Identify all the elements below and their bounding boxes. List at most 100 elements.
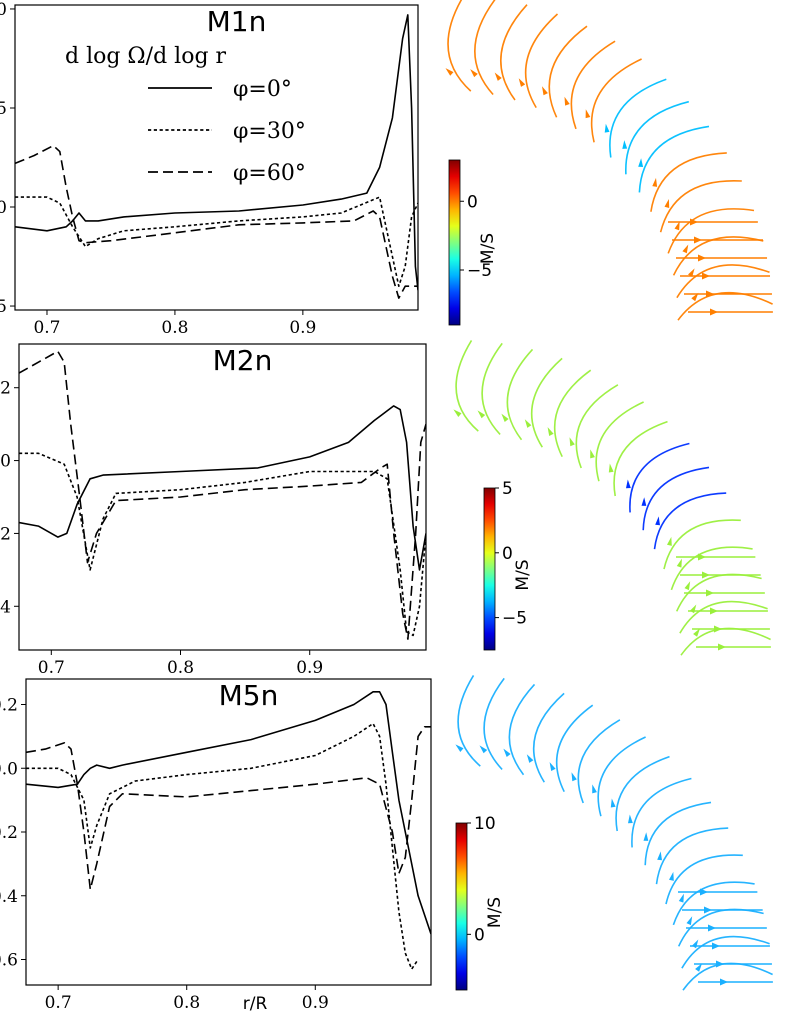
colorbar-label: M/S [485, 897, 505, 928]
x-tick-label: 0.8 [173, 993, 200, 1012]
line-panels: 0.7 0.8 0.9 −0.5 0.0 0.5 1.0 M1n d log Ω/d log r… [0, 0, 432, 1012]
streamline [553, 369, 592, 458]
y-tick-label: 0.0 [0, 452, 11, 472]
streamline-arrow [716, 960, 724, 968]
streamline-arrow [445, 68, 454, 76]
streamline [655, 827, 729, 885]
streamline-arrow [564, 96, 570, 106]
legend-label: φ=0° [233, 77, 292, 102]
streamline [677, 908, 764, 947]
series-line-phi-0 [19, 405, 426, 571]
streamline [672, 236, 764, 276]
series-group [26, 691, 431, 970]
streamline-arrow [470, 69, 478, 78]
streamline [676, 264, 770, 299]
streamline [532, 692, 565, 783]
colorbar-gradient [448, 159, 461, 326]
streamline [508, 683, 536, 776]
panel-title: M5n [219, 679, 279, 712]
streamline [653, 492, 727, 550]
series-group [15, 14, 418, 299]
series-group [19, 350, 426, 640]
streamline-arrow [690, 218, 698, 226]
streamline-arrow [710, 308, 718, 316]
colorbar-gradient [483, 487, 496, 651]
chart-panel-3: 0.7 0.8 0.9 −0.6 −0.4 −0.2 0.0 0.2 M5n r/R [0, 678, 432, 1012]
y-tick-label: 0.2 [0, 696, 18, 716]
streamline-arrow [549, 762, 556, 771]
streamline-arrow [678, 893, 684, 903]
streamline-arrow [657, 851, 662, 861]
streamplot-1 [445, 0, 773, 321]
streamline-arrow [518, 78, 526, 87]
streamline-arrow [641, 497, 647, 506]
streamline-arrow [655, 516, 660, 526]
streamline-arrow [691, 292, 699, 302]
legend: d log Ω/d log rφ=0° φ=30° φ=60° [65, 44, 306, 186]
streamline [457, 674, 481, 767]
x-tick-label: 0.9 [289, 318, 316, 338]
streamline [455, 339, 479, 432]
streamline [474, 0, 496, 96]
streamline-arrow [547, 427, 554, 436]
series-line-phi-0 [26, 691, 431, 935]
streamline [483, 677, 505, 770]
streamline-arrow [453, 409, 462, 417]
streamline-arrow [674, 221, 680, 231]
colorbar-gradient [455, 822, 468, 991]
x-tick-label: 0.7 [33, 318, 60, 338]
streamline [609, 78, 667, 158]
streamline-arrow [524, 419, 532, 428]
streamline [677, 291, 773, 321]
streamline-arrow [688, 268, 695, 277]
streamline [570, 40, 616, 130]
streamline-arrow [622, 140, 628, 149]
y-tick-label: 1.0 [0, 0, 7, 20]
streamline-arrow [590, 449, 595, 459]
streamline-arrow [718, 643, 726, 651]
streamline [663, 519, 741, 570]
streamline [530, 357, 563, 448]
streamline-arrow [571, 772, 577, 782]
y-tick-label: 0.2 [0, 379, 11, 399]
streamline [665, 854, 743, 905]
streamline-arrow [700, 888, 708, 896]
streamline-arrow [689, 604, 697, 614]
streamline-arrow [691, 939, 699, 949]
streamline [555, 704, 594, 793]
streamline-arrow [667, 536, 672, 546]
streamline [672, 881, 755, 926]
x-tick-label: 0.8 [167, 658, 194, 678]
streamline [577, 719, 621, 804]
streamline-arrow [714, 625, 722, 633]
streamline [675, 573, 762, 612]
streamline [667, 208, 755, 254]
streamline [625, 100, 689, 175]
x-axis-label: r/R [243, 994, 268, 1012]
series-line-phi-60 [15, 144, 418, 299]
streamline [670, 546, 753, 591]
streamline [631, 777, 692, 848]
streamplot-3 [455, 674, 773, 991]
streamline-arrow [628, 814, 633, 824]
y-tick-label: −0.2 [0, 524, 11, 544]
streamline [506, 348, 534, 441]
panel-title: M2n [213, 344, 273, 377]
y-tick-label: −0.4 [0, 887, 18, 907]
streamline [575, 384, 619, 469]
panel-title: M1n [207, 5, 267, 38]
streamline [650, 152, 727, 212]
streamline-arrow [626, 479, 631, 489]
streamline-arrow [712, 942, 720, 950]
legend-label: φ=30° [233, 119, 306, 144]
streamline [682, 962, 773, 991]
streamline-arrow [643, 832, 649, 841]
streamline-arrow [638, 158, 644, 167]
y-tick-label: −0.4 [0, 597, 11, 617]
streamline-arrow [501, 413, 509, 422]
streamline-arrow [698, 553, 706, 561]
series-line-phi-30 [26, 722, 419, 970]
x-tick-label: 0.9 [296, 658, 323, 678]
y-tick-label: −0.6 [0, 951, 18, 971]
chart-panel-2: 0.7 0.8 0.9 −0.4 −0.2 0.0 0.2 M2n [0, 343, 427, 678]
